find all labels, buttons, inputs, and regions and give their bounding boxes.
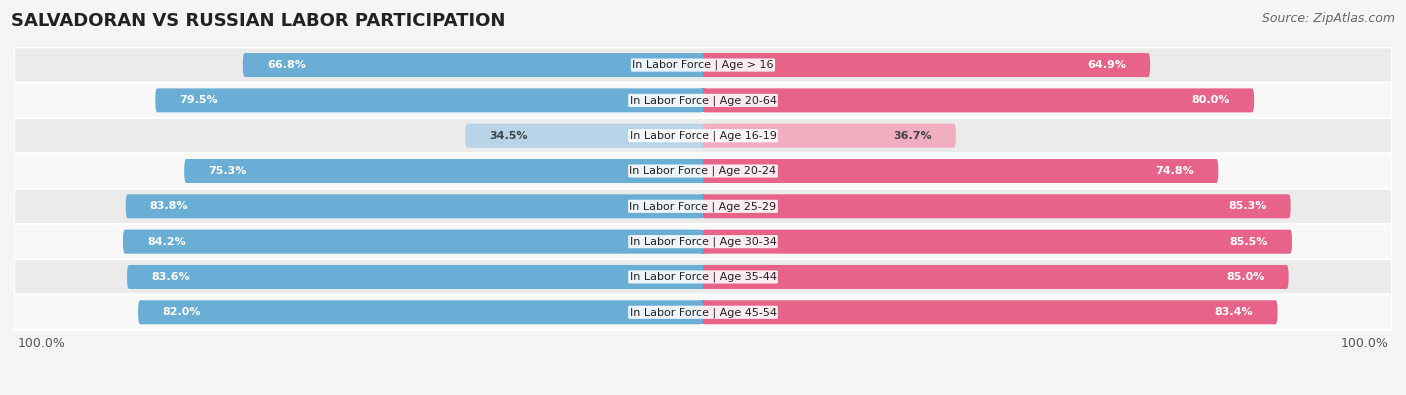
Bar	[703, 194, 706, 218]
FancyBboxPatch shape	[703, 159, 1219, 183]
FancyBboxPatch shape	[184, 159, 703, 183]
FancyBboxPatch shape	[703, 88, 1254, 113]
Bar	[703, 53, 706, 77]
Bar	[703, 124, 706, 148]
Bar	[703, 265, 706, 289]
Text: 84.2%: 84.2%	[148, 237, 186, 246]
FancyBboxPatch shape	[125, 194, 703, 218]
FancyBboxPatch shape	[14, 295, 1392, 330]
FancyBboxPatch shape	[14, 153, 1392, 189]
Text: 85.0%: 85.0%	[1226, 272, 1264, 282]
Text: In Labor Force | Age 35-44: In Labor Force | Age 35-44	[630, 272, 776, 282]
FancyBboxPatch shape	[127, 265, 703, 289]
Bar	[700, 300, 703, 324]
Bar	[703, 229, 706, 254]
FancyBboxPatch shape	[465, 124, 703, 148]
FancyBboxPatch shape	[138, 300, 703, 324]
Text: In Labor Force | Age 20-24: In Labor Force | Age 20-24	[630, 166, 776, 176]
Bar	[700, 159, 703, 183]
Bar	[700, 229, 703, 254]
Text: 83.8%: 83.8%	[150, 201, 188, 211]
Text: 100.0%: 100.0%	[1340, 337, 1389, 350]
FancyBboxPatch shape	[14, 118, 1392, 153]
FancyBboxPatch shape	[14, 47, 1392, 83]
Text: 80.0%: 80.0%	[1192, 95, 1230, 105]
Text: 85.3%: 85.3%	[1229, 201, 1267, 211]
Text: In Labor Force | Age 45-54: In Labor Force | Age 45-54	[630, 307, 776, 318]
FancyBboxPatch shape	[14, 259, 1392, 295]
Text: 100.0%: 100.0%	[17, 337, 66, 350]
FancyBboxPatch shape	[703, 265, 1289, 289]
FancyBboxPatch shape	[155, 88, 703, 113]
Text: 83.6%: 83.6%	[152, 272, 190, 282]
FancyBboxPatch shape	[703, 229, 1292, 254]
Text: In Labor Force | Age 16-19: In Labor Force | Age 16-19	[630, 130, 776, 141]
Text: In Labor Force | Age 30-34: In Labor Force | Age 30-34	[630, 236, 776, 247]
Bar	[703, 159, 706, 183]
FancyBboxPatch shape	[14, 83, 1392, 118]
Text: 36.7%: 36.7%	[893, 131, 932, 141]
Text: 75.3%: 75.3%	[208, 166, 246, 176]
Text: 82.0%: 82.0%	[162, 307, 201, 317]
Bar	[700, 53, 703, 77]
Text: 83.4%: 83.4%	[1215, 307, 1254, 317]
Text: Source: ZipAtlas.com: Source: ZipAtlas.com	[1261, 12, 1395, 25]
Text: 64.9%: 64.9%	[1087, 60, 1126, 70]
Text: In Labor Force | Age 25-29: In Labor Force | Age 25-29	[630, 201, 776, 212]
Text: 34.5%: 34.5%	[489, 131, 527, 141]
Bar	[700, 265, 703, 289]
FancyBboxPatch shape	[14, 224, 1392, 259]
Text: 79.5%: 79.5%	[180, 95, 218, 105]
FancyBboxPatch shape	[122, 229, 703, 254]
Bar	[700, 194, 703, 218]
FancyBboxPatch shape	[14, 189, 1392, 224]
Text: 66.8%: 66.8%	[267, 60, 305, 70]
Text: 85.5%: 85.5%	[1230, 237, 1268, 246]
Text: 74.8%: 74.8%	[1156, 166, 1194, 176]
Text: SALVADORAN VS RUSSIAN LABOR PARTICIPATION: SALVADORAN VS RUSSIAN LABOR PARTICIPATIO…	[11, 12, 506, 30]
Bar	[700, 88, 703, 113]
FancyBboxPatch shape	[703, 53, 1150, 77]
Text: In Labor Force | Age 20-64: In Labor Force | Age 20-64	[630, 95, 776, 105]
Bar	[700, 124, 703, 148]
Bar	[703, 300, 706, 324]
Text: In Labor Force | Age > 16: In Labor Force | Age > 16	[633, 60, 773, 70]
FancyBboxPatch shape	[703, 300, 1278, 324]
FancyBboxPatch shape	[703, 124, 956, 148]
FancyBboxPatch shape	[703, 194, 1291, 218]
Bar	[703, 88, 706, 113]
FancyBboxPatch shape	[243, 53, 703, 77]
